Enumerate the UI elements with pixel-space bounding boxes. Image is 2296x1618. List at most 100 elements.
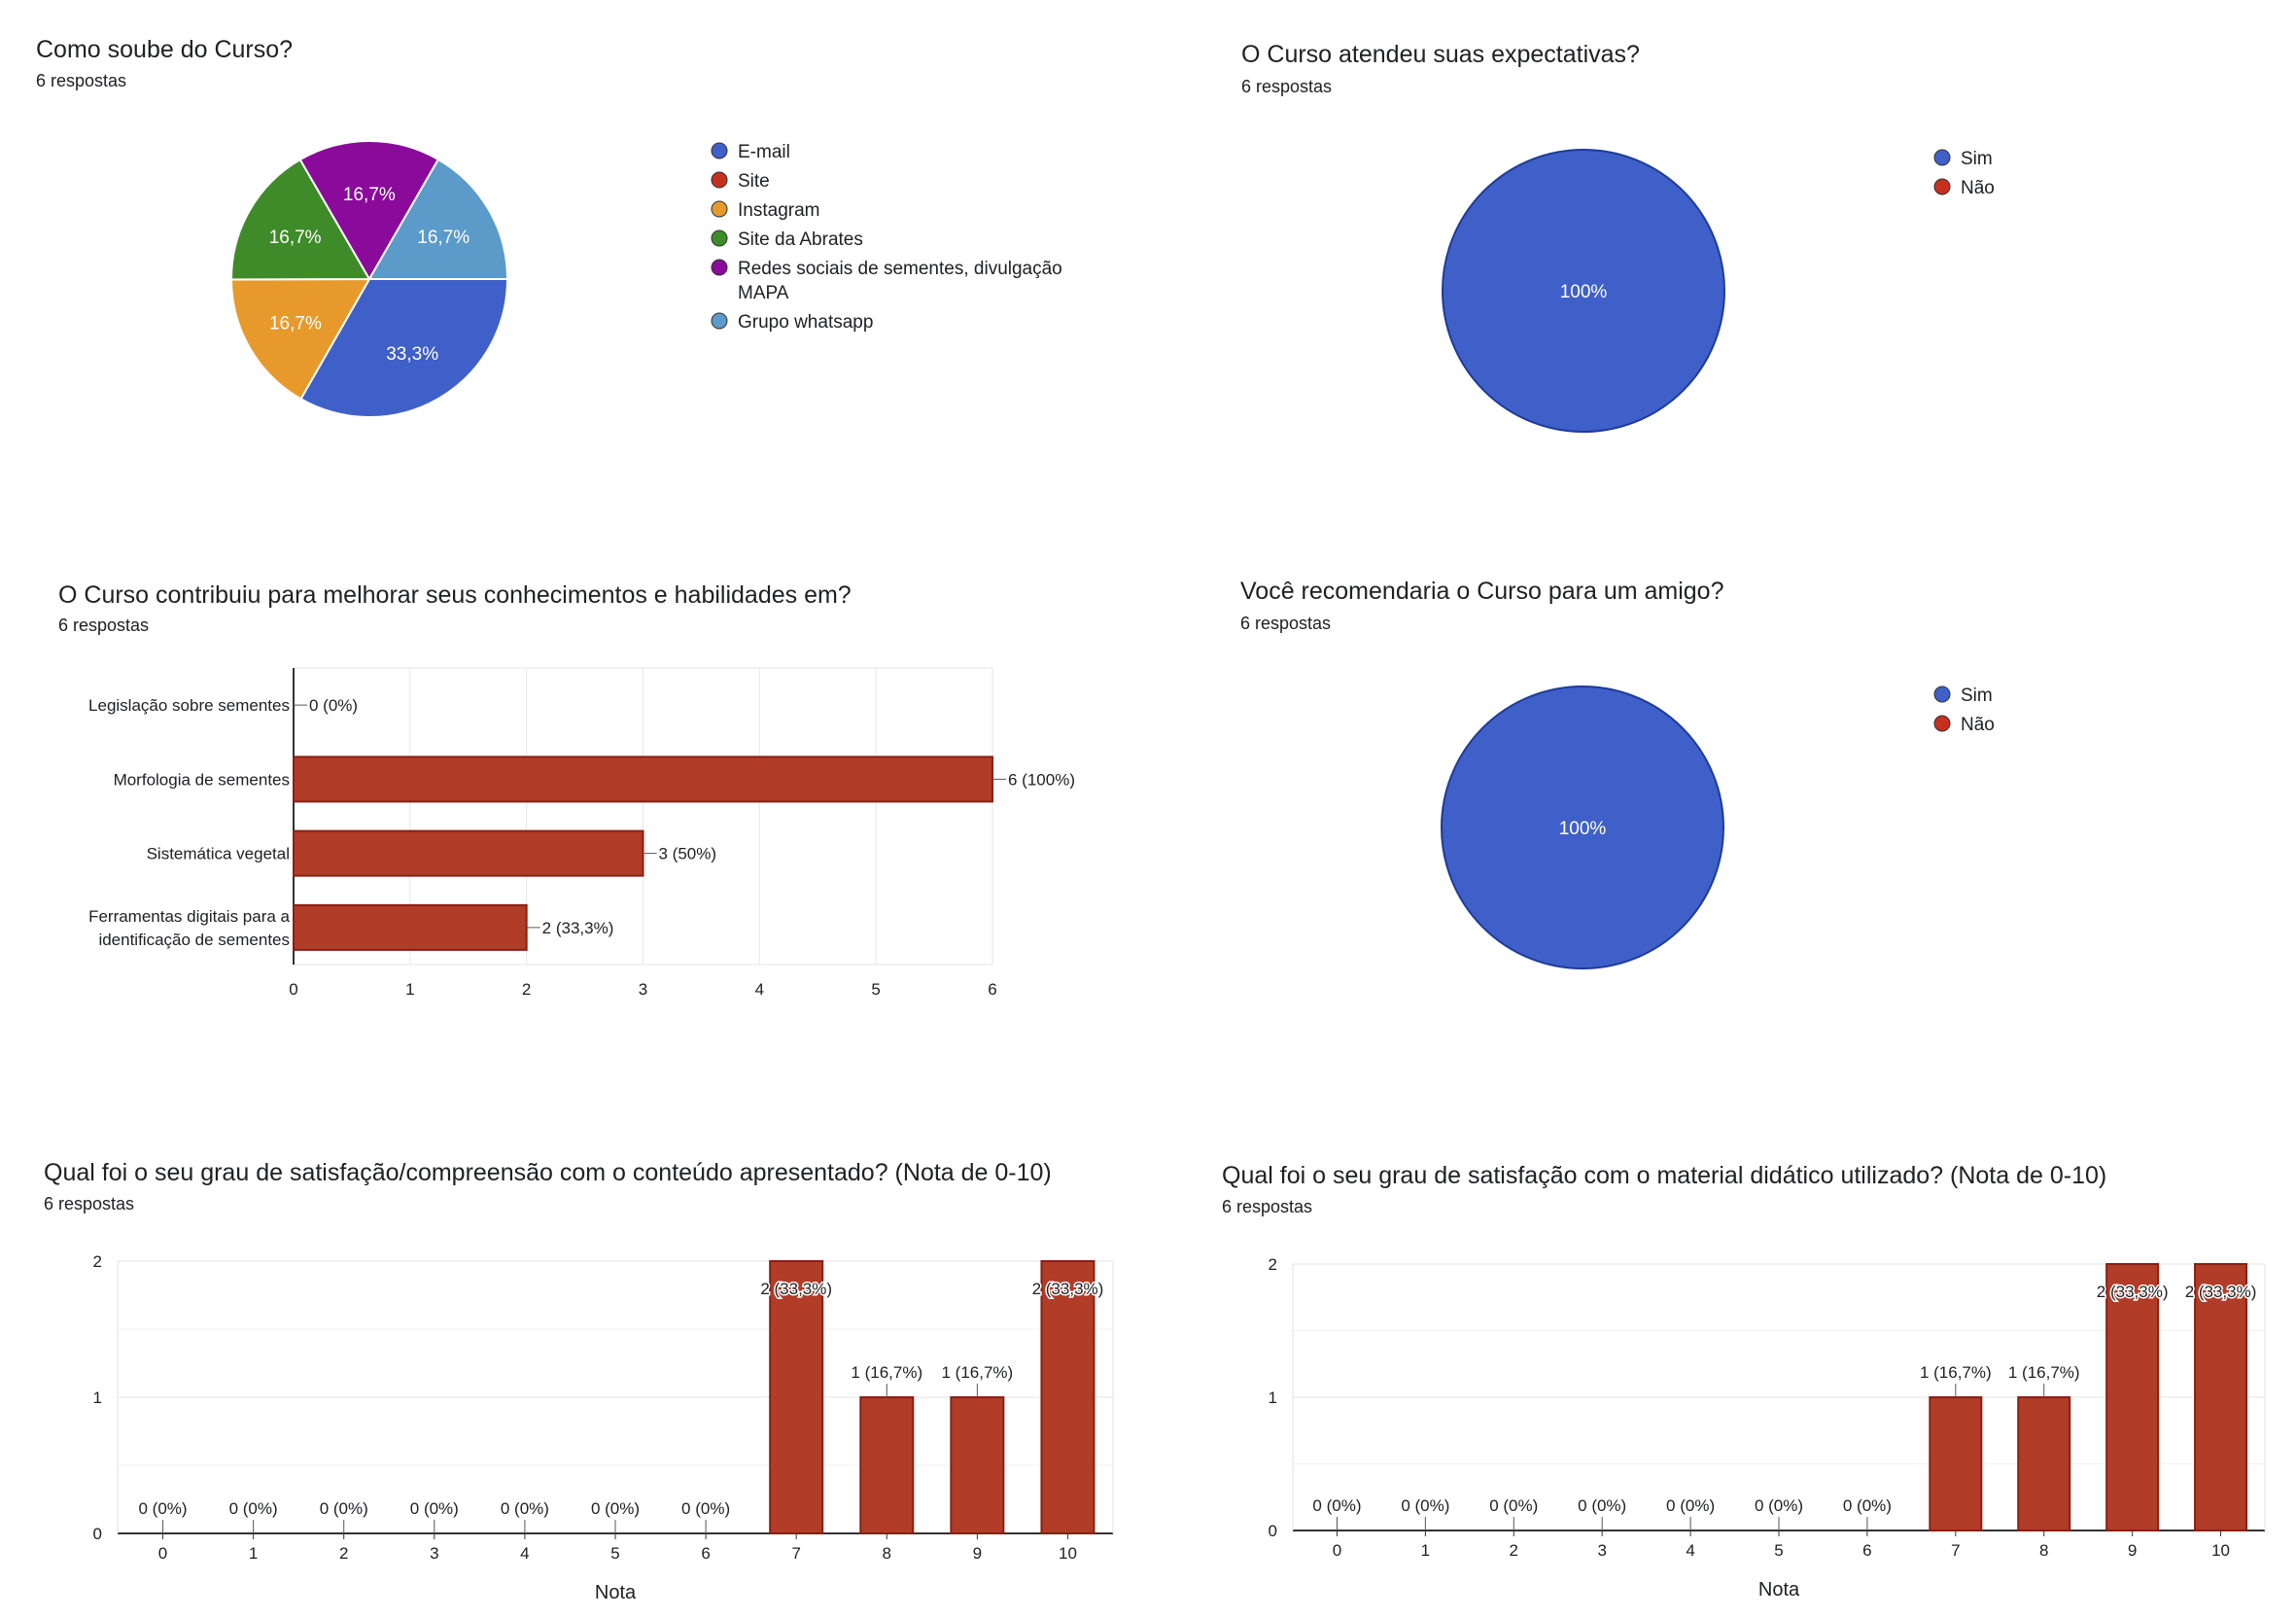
data-label: 0 (0%) (1312, 1496, 1361, 1515)
data-label: 0 (0%) (1843, 1496, 1892, 1515)
x-tick-label: 0 (1333, 1541, 1341, 1560)
x-tick-label: 10 (1059, 1544, 1077, 1563)
pie-slice-label: 100% (1559, 819, 1607, 839)
data-label: 0 (0%) (1578, 1496, 1626, 1515)
x-tick-label: 5 (871, 980, 880, 999)
y-tick-label: 1 (1269, 1389, 1277, 1407)
x-tick-label: 4 (755, 980, 764, 999)
legend-label: Sim (1961, 149, 1993, 169)
bar (1929, 1396, 1983, 1531)
data-label: 0 (0%) (139, 1499, 188, 1518)
category-label: Legislação sobre sementes (88, 696, 290, 715)
legend-swatch (1933, 178, 1951, 195)
pie-slice-label: 100% (1560, 282, 1608, 302)
x-tick-label: 6 (1862, 1541, 1871, 1560)
data-label: 2 (33,3%) (1032, 1280, 1104, 1298)
x-tick-label: 9 (2128, 1541, 2137, 1560)
data-label: 1 (16,7%) (1920, 1363, 1992, 1382)
chart-title: Qual foi o seu grau de satisfação com o … (1222, 1162, 2107, 1189)
legend-swatch (711, 171, 728, 189)
x-tick-label: 9 (973, 1544, 982, 1563)
legend-label: Grupo whatsapp (738, 312, 873, 333)
pie-slice (367, 158, 509, 280)
data-label: 2 (33,3%) (2185, 1283, 2257, 1301)
legend-swatch (1933, 149, 1951, 166)
pie-slice-label: 33,3% (386, 344, 438, 365)
data-label: 2 (33,3%) (760, 1280, 832, 1298)
chart-title: Você recomendaria o Curso para um amigo? (1240, 578, 1724, 605)
data-label: 0 (0%) (1489, 1496, 1538, 1515)
bar (2017, 1396, 2071, 1531)
chart-subtitle: 6 respostas (36, 71, 127, 90)
pie-slice (1441, 686, 1724, 969)
x-tick-label: 1 (249, 1544, 258, 1563)
legend-swatch (1933, 715, 1951, 732)
legend-label: Sim (1961, 686, 1993, 706)
pie-slice-label: 16,7% (269, 228, 322, 248)
x-tick-label: 1 (405, 980, 414, 999)
data-label: 0 (0%) (501, 1499, 549, 1518)
x-tick-label: 3 (639, 980, 647, 999)
chart-title: O Curso atendeu suas expectativas? (1241, 41, 1640, 68)
chart-subtitle: 6 respostas (1222, 1197, 1313, 1216)
data-label: 0 (0%) (591, 1499, 640, 1518)
pie-slice (298, 140, 440, 281)
chart-title: Como soube do Curso? (36, 36, 294, 63)
pie-slice (1442, 149, 1725, 433)
chart-title: Qual foi o seu grau de satisfação/compre… (44, 1159, 1052, 1186)
x-tick-label: 7 (791, 1544, 800, 1563)
x-tick-label: 7 (1951, 1541, 1960, 1560)
chart-subtitle: 6 respostas (58, 616, 150, 635)
legend-swatch (711, 312, 728, 330)
bar (2194, 1263, 2248, 1531)
y-tick-label: 2 (93, 1252, 102, 1271)
x-tick-label: 4 (520, 1544, 529, 1563)
pie-slice (229, 277, 371, 401)
chart-subtitle: 6 respostas (1241, 77, 1333, 96)
legend-label: Não (1961, 715, 1995, 735)
bar (293, 756, 993, 803)
legend-label: Não (1961, 178, 1995, 198)
category-label: Morfologia de sementes (114, 770, 290, 789)
chart-subtitle: 6 respostas (1240, 614, 1332, 633)
x-tick-label: 5 (1774, 1541, 1783, 1560)
legend-label: Redes sociais de sementes, divulgação (738, 259, 1062, 279)
x-tick-label: 8 (2039, 1541, 2048, 1560)
x-tick-label: 0 (289, 980, 297, 999)
legend-swatch (1933, 686, 1951, 703)
x-tick-label: 6 (988, 980, 996, 999)
data-label: 1 (16,7%) (2008, 1363, 2080, 1382)
pie-slice (230, 158, 371, 281)
x-tick-label: 10 (2211, 1541, 2230, 1560)
bar (1040, 1260, 1096, 1534)
data-label: 0 (0%) (229, 1499, 278, 1518)
legend-swatch (711, 200, 728, 218)
y-tick-label: 0 (93, 1525, 102, 1543)
legend-swatch (711, 259, 728, 276)
chart-title: O Curso contribuiu para melhorar seus co… (58, 581, 852, 609)
x-tick-label: 5 (610, 1544, 619, 1563)
legend-swatch (711, 229, 728, 247)
x-tick-label: 3 (1597, 1541, 1606, 1560)
x-tick-label: 1 (1421, 1541, 1430, 1560)
data-label: 0 (0%) (1666, 1496, 1715, 1515)
category-label: Ferramentas digitais para a (88, 907, 290, 926)
x-tick-label: 3 (430, 1544, 438, 1563)
data-label: 6 (100%) (1008, 770, 1075, 789)
bar (859, 1396, 915, 1534)
data-label: 2 (33,3%) (542, 919, 614, 937)
legend-label: MAPA (738, 283, 789, 303)
data-label: 0 (0%) (410, 1499, 459, 1518)
data-label: 2 (33,3%) (2097, 1283, 2169, 1301)
legend-label: Site da Abrates (738, 229, 863, 250)
legend-swatch (711, 142, 728, 159)
x-tick-label: 2 (1510, 1541, 1518, 1560)
data-label: 3 (50%) (659, 845, 717, 863)
bar (2105, 1263, 2160, 1531)
